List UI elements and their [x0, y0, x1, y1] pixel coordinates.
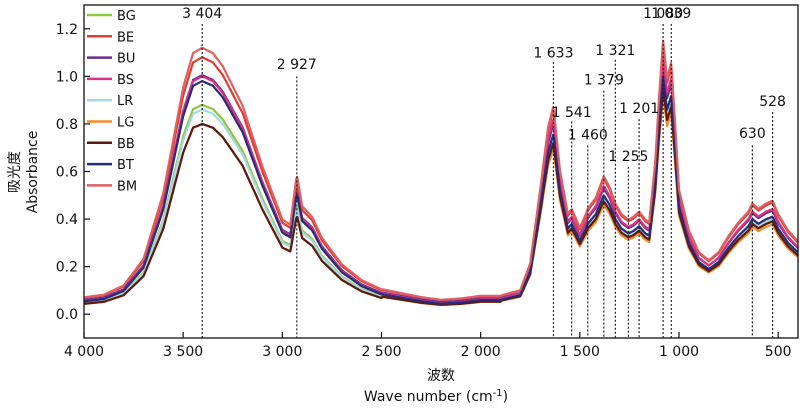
y-tick-label-0.8: 0.8	[56, 117, 78, 133]
peak-label-1255: 1 255	[608, 149, 648, 165]
y-axis-title-cn: 吸光度	[7, 151, 23, 193]
series-line-lg	[83, 94, 799, 307]
x-tick-label-2000: 2 000	[461, 344, 501, 360]
series-line-bu	[83, 62, 799, 304]
legend-label-bm: BM	[117, 179, 137, 194]
peak-label-528: 528	[759, 94, 786, 110]
peak-label-1379: 1 379	[584, 73, 624, 89]
legend-label-bu: BU	[117, 52, 135, 67]
y-tick-label-0.6: 0.6	[56, 165, 78, 181]
series-line-bb	[83, 87, 799, 306]
x-axis-title-main: Wave number (cm	[364, 389, 493, 405]
x-tick-label-2500: 2 500	[361, 344, 401, 360]
x-tick-label-4000: 4 000	[64, 344, 104, 360]
y-tick-label-1: 1.0	[56, 69, 78, 85]
x-tick-label-3500: 3 500	[163, 344, 203, 360]
peak-label-2927: 2 927	[277, 57, 317, 73]
x-tick-label-1000: 1 000	[659, 344, 699, 360]
peak-label-1039: 1 039	[651, 6, 691, 22]
peak-label-1460: 1 460	[568, 127, 608, 143]
legend-label-bt: BT	[117, 158, 134, 173]
legend-label-lg: LG	[117, 116, 134, 131]
series-line-bm	[83, 39, 799, 301]
x-tick-label-3000: 3 000	[262, 344, 302, 360]
peak-annotations: 3 404 2 927 1 633 1 541 1 460 1 379 1 321 1 255…	[182, 6, 786, 338]
peak-label-1321: 1 321	[595, 43, 635, 59]
y-tick-label-0.2: 0.2	[56, 260, 78, 276]
x-axis-title-sup: -1	[493, 388, 503, 399]
peak-label-1633: 1 633	[533, 45, 573, 61]
series-line-bt	[83, 75, 799, 305]
peak-label-1541: 1 541	[552, 105, 592, 121]
plot-frame	[83, 4, 799, 339]
series-lines	[83, 39, 799, 307]
x-axis-title: Wave number (cm-1)	[364, 388, 508, 405]
x-axis-title-cn: 波数	[427, 368, 455, 384]
peak-label-1201: 1 201	[619, 101, 659, 117]
peak-label-3404: 3 404	[182, 6, 222, 22]
y-tick-label-0.4: 0.4	[56, 212, 78, 228]
legend-label-lr: LR	[117, 94, 133, 109]
peak-label-1080: 1 080	[643, 6, 683, 22]
legend-label-bb: BB	[117, 137, 135, 152]
y-axis-ticks: 0.0 0.2 0.4 0.6 0.8 1.0 1.2	[56, 22, 90, 323]
y-tick-label-0: 0.0	[56, 307, 78, 323]
legend-label-bs: BS	[117, 73, 134, 88]
legend-label-bg: BG	[117, 9, 136, 24]
y-tick-label-1.2: 1.2	[56, 22, 78, 38]
y-axis-title: Absorbance	[25, 131, 41, 214]
x-tick-label-1500: 1 500	[560, 344, 600, 360]
peak-label-630: 630	[739, 126, 766, 142]
x-axis-ticks: 4 000 3 500 3 000 2 500 2 000 1 500 1 000 500	[64, 332, 792, 360]
legend-label-be: BE	[117, 30, 134, 45]
x-axis-title-close: )	[503, 389, 508, 405]
legend: BG BE BU BS LR LG BB BT BM	[87, 9, 137, 194]
x-tick-label-500: 500	[765, 344, 792, 360]
